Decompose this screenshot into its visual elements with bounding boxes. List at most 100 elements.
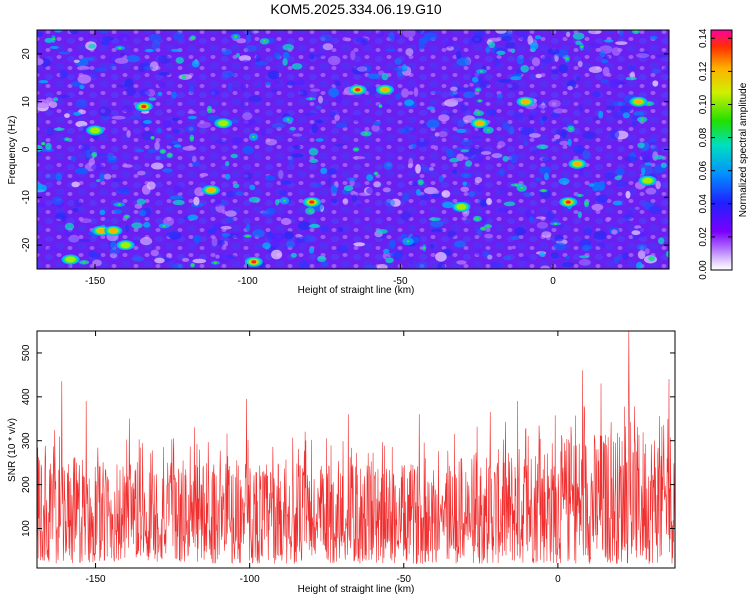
texture-blob bbox=[265, 207, 276, 215]
texture-blob bbox=[217, 240, 225, 246]
texture-blob bbox=[155, 154, 167, 161]
texture-blob bbox=[322, 43, 334, 51]
texture-blob bbox=[80, 69, 92, 74]
texture-blob bbox=[231, 136, 243, 145]
texture-blob bbox=[551, 68, 559, 75]
texture-blob bbox=[271, 88, 278, 93]
x-tick-label: -50 bbox=[397, 574, 412, 585]
colorbar-gradient bbox=[711, 30, 732, 270]
texture-blob bbox=[59, 69, 68, 79]
texture-blob bbox=[582, 131, 597, 140]
texture-blob bbox=[655, 180, 661, 190]
texture-blob bbox=[37, 58, 44, 66]
texture-blob bbox=[376, 30, 385, 38]
texture-blob bbox=[618, 30, 625, 37]
peak-core-red bbox=[251, 260, 257, 264]
texture-blob bbox=[101, 36, 110, 46]
texture-blob bbox=[346, 177, 357, 182]
texture-blob bbox=[409, 143, 417, 149]
texture-blob bbox=[602, 66, 610, 77]
texture-blob bbox=[422, 246, 426, 250]
texture-blob bbox=[75, 98, 88, 109]
texture-blob bbox=[252, 229, 265, 238]
texture-blob bbox=[612, 111, 624, 119]
texture-blob bbox=[416, 138, 429, 148]
texture-blob bbox=[194, 187, 204, 197]
texture-blob bbox=[240, 82, 247, 92]
texture-blob bbox=[358, 192, 371, 196]
texture-blob bbox=[343, 185, 354, 192]
texture-blob bbox=[376, 229, 388, 234]
texture-blob bbox=[402, 192, 410, 202]
texture-blob bbox=[636, 261, 643, 269]
texture-blob bbox=[37, 152, 43, 157]
texture-blob bbox=[660, 162, 667, 168]
texture-blob bbox=[463, 91, 476, 99]
texture-blob bbox=[158, 72, 171, 76]
texture-blob bbox=[438, 175, 444, 183]
texture-blob bbox=[461, 87, 473, 92]
texture-blob bbox=[308, 148, 319, 156]
texture-blob bbox=[405, 126, 417, 133]
texture-blob bbox=[125, 87, 136, 97]
texture-blob bbox=[121, 104, 133, 113]
texture-blob bbox=[282, 58, 288, 66]
texture-blob bbox=[55, 214, 65, 220]
texture-blob bbox=[588, 30, 602, 35]
texture-blob bbox=[80, 144, 90, 152]
texture-blob bbox=[125, 224, 130, 233]
texture-blob bbox=[114, 57, 129, 64]
texture-blob bbox=[468, 191, 476, 197]
texture-blob bbox=[290, 153, 304, 158]
texture-blob bbox=[103, 218, 111, 223]
texture-blob bbox=[361, 38, 368, 47]
texture-blob bbox=[242, 146, 254, 155]
colorbar-tick-label: 0.12 bbox=[698, 61, 709, 81]
texture-blob bbox=[215, 254, 220, 259]
texture-blob bbox=[449, 97, 464, 103]
y-tick-label: 10 bbox=[21, 96, 32, 108]
colorbar-tick-label: 0.14 bbox=[698, 28, 709, 48]
texture-blob bbox=[291, 63, 303, 70]
texture-blob bbox=[58, 51, 71, 55]
texture-blob bbox=[278, 169, 284, 180]
texture-blob bbox=[52, 97, 59, 102]
texture-blob bbox=[649, 35, 658, 40]
texture-blob bbox=[577, 60, 583, 68]
texture-blob bbox=[76, 65, 90, 71]
texture-blob bbox=[541, 231, 552, 238]
texture-blob bbox=[234, 35, 238, 38]
texture-blob bbox=[481, 227, 485, 230]
texture-blob bbox=[37, 184, 47, 192]
texture-blob bbox=[182, 257, 190, 262]
texture-blob bbox=[558, 63, 569, 74]
heatmap-peak-19 bbox=[452, 201, 471, 212]
peak-core-orange bbox=[573, 161, 582, 167]
texture-blob bbox=[569, 127, 573, 131]
texture-blob bbox=[226, 190, 235, 198]
texture-blob bbox=[142, 120, 152, 124]
texture-blob bbox=[89, 252, 101, 259]
texture-blob bbox=[578, 104, 583, 113]
texture-blob bbox=[647, 102, 651, 105]
texture-blob bbox=[129, 114, 142, 120]
texture-blob bbox=[514, 183, 518, 187]
texture-blob bbox=[190, 137, 194, 140]
texture-blob bbox=[429, 244, 435, 249]
texture-blob bbox=[213, 199, 222, 207]
texture-blob bbox=[207, 228, 217, 234]
texture-blob bbox=[312, 182, 323, 189]
texture-blob bbox=[566, 31, 571, 38]
texture-blob bbox=[124, 78, 134, 88]
heatmap-peak-1 bbox=[134, 101, 153, 112]
texture-blob bbox=[498, 78, 512, 83]
texture-blob bbox=[132, 239, 140, 244]
texture-blob bbox=[471, 35, 483, 44]
texture-blob bbox=[187, 214, 199, 221]
texture-blob bbox=[447, 230, 457, 238]
texture-blob bbox=[486, 225, 490, 228]
texture-blob bbox=[644, 162, 653, 166]
y-tick-label: 100 bbox=[21, 520, 32, 537]
texture-blob bbox=[227, 72, 237, 77]
